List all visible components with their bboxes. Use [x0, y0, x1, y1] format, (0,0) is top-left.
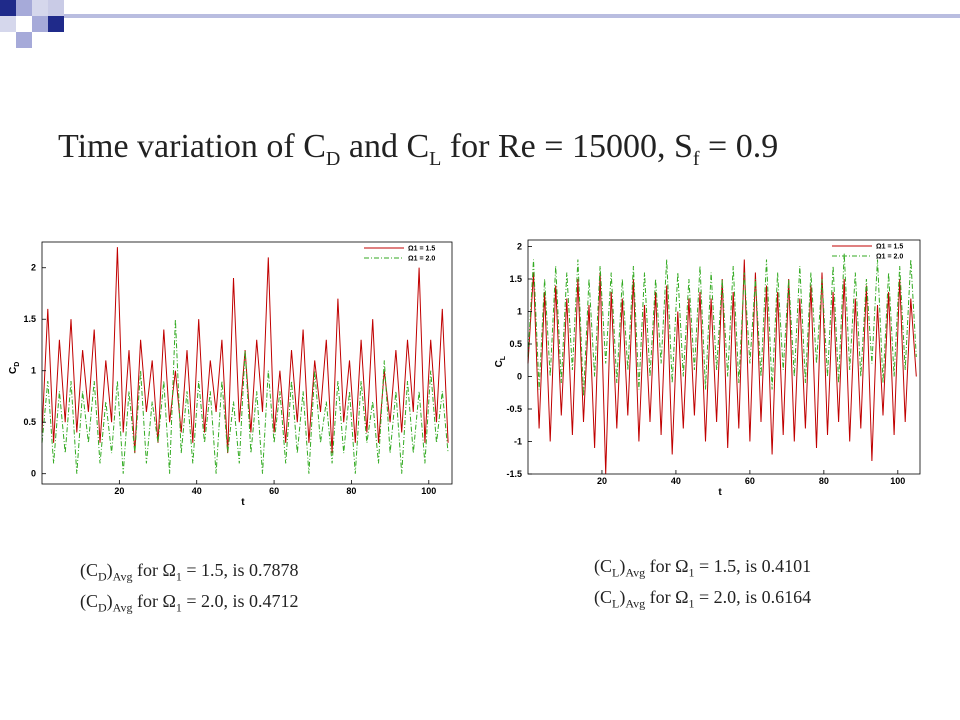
x-tick-label: 100 — [890, 476, 905, 486]
deco-square-lavender-3 — [16, 32, 32, 48]
y-tick-label: 1 — [31, 366, 36, 376]
legend-label: Ω1 = 2.0 — [876, 254, 903, 261]
plot-frame — [527, 239, 921, 475]
legend-label: Ω1 = 1.5 — [408, 246, 435, 253]
y-tick-label: -1 — [514, 437, 522, 447]
x-axis-label: t — [241, 497, 245, 508]
notes-cl-averages: (CL)Avg for Ω1 = 1.5, is 0.4101 (CL)Avg … — [594, 554, 811, 615]
series-line-omega-1-5 — [527, 259, 917, 475]
note-cl-omega-2-0: (CL)Avg for Ω1 = 2.0, is 0.6164 — [594, 586, 812, 611]
x-tick-label: 40 — [192, 486, 202, 496]
deco-square-navy-2 — [48, 16, 64, 32]
deco-square-pale-2 — [0, 16, 16, 32]
cd-time-chart: 0 0.5 1 1.5 2 20 40 60 80 100 t CD Ω1 = 1.5 Ω1 = 2.0 — [2, 238, 458, 508]
y-tick-label: -0.5 — [506, 404, 522, 414]
deco-top-bar — [64, 14, 960, 18]
legend-label: Ω1 = 2.0 — [408, 256, 435, 263]
cl-time-chart: -1.5 -1 -0.5 0 0.5 1 1.5 2 20 40 60 80 100 t CL Ω1 = 1.… — [488, 236, 926, 498]
deco-square-pale-1 — [32, 0, 48, 16]
y-tick-label: 1.5 — [23, 314, 36, 324]
legend: Ω1 = 1.5 Ω1 = 2.0 — [364, 246, 435, 263]
chart-svg-0: 0 0.5 1 1.5 2 20 40 60 80 100 t CD Ω1 = 1.5 Ω1 = 2.0 — [8, 241, 453, 508]
deco-square-pale-3 — [48, 0, 64, 16]
legend-label: Ω1 = 1.5 — [876, 244, 903, 251]
series-line-omega-2-0 — [41, 319, 449, 474]
series-line-omega-1-5 — [41, 247, 449, 454]
notes-cd-averages: (CD)Avg for Ω1 = 1.5, is 0.7878 (CD)Avg … — [80, 558, 299, 619]
y-tick-label: 0.5 — [23, 417, 36, 427]
y-tick-label: 2 — [31, 263, 36, 273]
deco-square-lavender-2 — [32, 16, 48, 32]
slide-title: Time variation of CD and CL for Re = 150… — [58, 128, 779, 170]
deco-square-navy-1 — [0, 0, 16, 16]
y-axis-label: CL — [494, 355, 507, 367]
x-tick-label: 60 — [745, 476, 755, 486]
note-cd-omega-1-5: (CD)Avg for Ω1 = 1.5, is 0.7878 — [80, 560, 299, 584]
x-tick-label: 100 — [421, 486, 436, 496]
y-tick-label: 1.5 — [509, 274, 522, 284]
x-tick-label: 20 — [114, 486, 124, 496]
y-axis-label: CD — [8, 362, 21, 374]
series-line-omega-2-0 — [527, 252, 917, 397]
y-tick-label: 0 — [517, 372, 522, 382]
legend: Ω1 = 1.5 Ω1 = 2.0 — [832, 244, 903, 261]
y-tick-label: 2 — [517, 242, 522, 252]
note-cl-omega-1-5: (CL)Avg for Ω1 = 1.5, is 0.4101 — [594, 556, 812, 580]
x-tick-label: 80 — [819, 476, 829, 486]
y-tick-label: 0 — [31, 469, 36, 479]
x-tick-label: 60 — [269, 486, 279, 496]
chart-svg-1: -1.5 -1 -0.5 0 0.5 1 1.5 2 20 40 60 80 100 t CL Ω1 = 1.… — [494, 239, 921, 498]
x-tick-label: 40 — [671, 476, 681, 486]
x-tick-label: 80 — [346, 486, 356, 496]
y-tick-label: 0.5 — [509, 339, 522, 349]
x-axis-label: t — [718, 487, 722, 498]
y-tick-label: 1 — [517, 307, 522, 317]
y-tick-label: -1.5 — [506, 469, 522, 479]
plot-frame — [41, 241, 453, 485]
x-tick-label: 20 — [597, 476, 607, 486]
deco-square-lavender-1 — [16, 0, 32, 16]
note-cd-omega-2-0: (CD)Avg for Ω1 = 2.0, is 0.4712 — [80, 590, 299, 615]
